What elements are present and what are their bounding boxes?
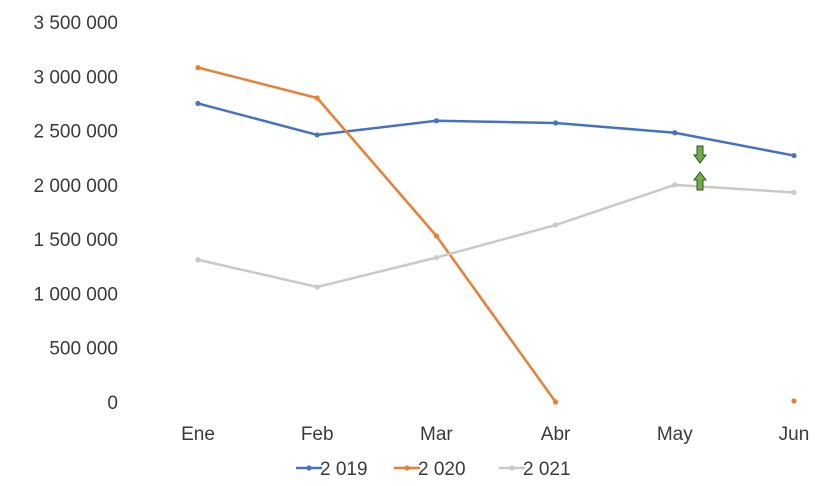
series-line [196, 183, 796, 289]
y-tick-label: 500 000 [49, 339, 118, 360]
y-tick-label: 0 [107, 393, 118, 414]
arrow-down-icon [693, 145, 707, 164]
data-point [314, 95, 320, 101]
series-line [196, 66, 557, 404]
data-point [791, 189, 797, 196]
series-line [196, 102, 796, 157]
arrow-up-icon [693, 171, 707, 191]
data-point [433, 118, 439, 124]
data-point [314, 132, 320, 138]
annotation-layer [693, 145, 707, 191]
legend-marker [306, 465, 312, 471]
data-point [433, 233, 439, 239]
data-point [553, 222, 559, 228]
data-point [195, 257, 201, 263]
data-point [195, 100, 201, 107]
series-2 [195, 65, 797, 405]
x-tick-label: Mar [420, 424, 453, 445]
legend: 2 019 2 020 2 021 [296, 459, 571, 480]
data-point [672, 130, 678, 136]
x-tick-label: Ene [181, 424, 215, 445]
legend-marker [404, 465, 410, 471]
data-point [791, 152, 797, 159]
legend-item: 2 021 [499, 459, 571, 480]
series-layer [195, 65, 797, 405]
x-tick-label: Jun [779, 424, 810, 445]
x-tick-label: May [657, 424, 693, 445]
x-tick-label: Abr [541, 424, 571, 445]
series-3 [195, 182, 797, 290]
y-tick-label: 3 000 000 [33, 67, 118, 88]
legend-label: 2 019 [320, 459, 368, 480]
legend-label: 2 021 [523, 459, 571, 480]
data-point [553, 399, 559, 405]
data-point [433, 255, 439, 261]
x-axis-ticks: Ene Feb Mar Abr May Jun [181, 424, 809, 445]
y-tick-label: 1 500 000 [33, 230, 118, 251]
data-point [195, 65, 201, 71]
legend-marker [509, 465, 515, 471]
legend-label: 2 020 [418, 459, 466, 480]
y-tick-label: 1 000 000 [33, 284, 118, 305]
x-tick-label: Feb [301, 424, 334, 445]
legend-item: 2 019 [296, 459, 368, 480]
data-point [553, 120, 559, 126]
data-point [314, 284, 320, 290]
legend-item: 2 020 [394, 459, 466, 480]
data-point [791, 398, 797, 404]
series-1 [195, 100, 797, 159]
y-tick-label: 3 500 000 [33, 13, 118, 34]
y-axis-ticks: 0 500 000 1 000 000 1 500 000 2 000 000 2 500… [33, 13, 118, 414]
y-tick-label: 2 000 000 [33, 176, 118, 197]
data-point [672, 182, 678, 188]
y-tick-label: 2 500 000 [33, 122, 118, 143]
